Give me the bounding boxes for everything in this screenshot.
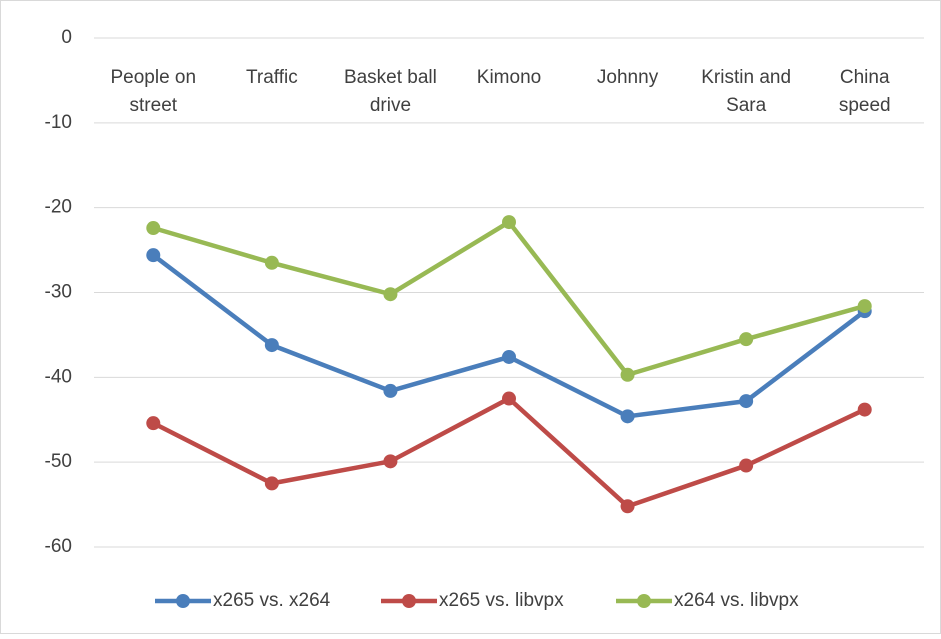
y-tick-label: -10 bbox=[45, 112, 72, 133]
y-tick-label: -40 bbox=[45, 366, 72, 387]
point bbox=[620, 409, 635, 424]
point bbox=[264, 255, 279, 270]
point bbox=[502, 215, 516, 230]
legend-label: x264 vs. libvpx bbox=[674, 590, 799, 611]
point bbox=[264, 476, 279, 491]
point bbox=[502, 349, 516, 364]
legend-marker bbox=[402, 594, 416, 608]
point bbox=[620, 367, 635, 382]
y-tick-label: -50 bbox=[45, 451, 72, 472]
y-tick-label: -30 bbox=[45, 282, 72, 303]
legend-marker bbox=[637, 594, 651, 608]
point bbox=[383, 383, 398, 398]
x-tick-label: Basket ball drive bbox=[344, 67, 437, 116]
y-tick-label: -60 bbox=[45, 536, 72, 557]
x-tick-label: Johnny bbox=[597, 67, 659, 88]
point bbox=[146, 416, 161, 431]
x-tick-label: Traffic bbox=[246, 67, 298, 88]
legend-label: x265 vs. libvpx bbox=[439, 590, 564, 611]
x-tick-label: Kristin and Sara bbox=[701, 67, 791, 116]
point bbox=[739, 394, 754, 409]
point bbox=[857, 402, 872, 417]
y-tick-label: -20 bbox=[45, 197, 72, 218]
x-tick-label: China speed bbox=[839, 67, 891, 116]
x-tick-label: People on street bbox=[110, 67, 196, 116]
y-tick-label: 0 bbox=[61, 27, 72, 48]
legend-label: x265 vs. x264 bbox=[213, 590, 331, 611]
point bbox=[383, 454, 398, 469]
point bbox=[739, 332, 754, 347]
point bbox=[739, 458, 754, 473]
point bbox=[383, 287, 398, 302]
point bbox=[620, 499, 635, 514]
point bbox=[146, 221, 161, 236]
point bbox=[857, 299, 872, 314]
legend-marker bbox=[176, 594, 190, 608]
x-tick-label: Kimono bbox=[477, 67, 541, 88]
point bbox=[264, 338, 279, 353]
point bbox=[502, 391, 516, 406]
point bbox=[146, 248, 161, 263]
